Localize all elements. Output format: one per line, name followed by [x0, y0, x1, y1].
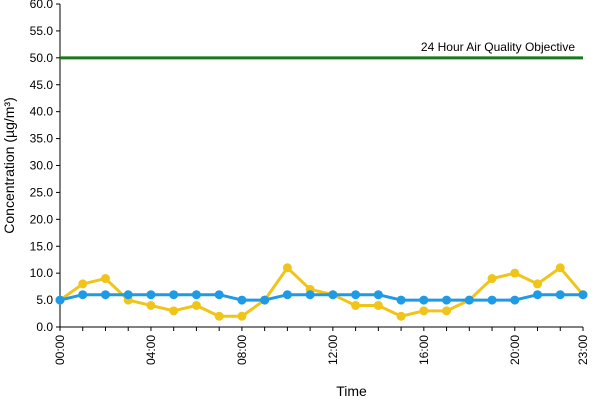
y-tick-label: 25.0: [30, 185, 54, 199]
data-point: [282, 290, 292, 300]
y-tick-label: 55.0: [30, 24, 54, 38]
data-point: [555, 263, 565, 273]
data-point: [100, 290, 110, 300]
data-point: [351, 300, 361, 310]
data-point: [487, 274, 497, 284]
data-point: [78, 290, 88, 300]
y-tick-label: 35.0: [30, 132, 54, 146]
data-point: [328, 290, 338, 300]
reference-line-label: 24 Hour Air Quality Objective: [421, 40, 575, 54]
x-tick-label: 04:00: [144, 335, 158, 365]
data-point: [396, 295, 406, 305]
series-line: [59, 293, 583, 302]
series-group: [55, 263, 588, 321]
data-point: [260, 295, 270, 305]
data-point: [237, 311, 247, 321]
y-tick-label: 45.0: [30, 78, 54, 92]
y-tick-label: 10.0: [30, 266, 54, 280]
series-1: [55, 263, 588, 321]
data-point: [305, 290, 315, 300]
data-point: [578, 290, 588, 300]
data-point: [373, 300, 383, 310]
data-point: [419, 295, 429, 305]
data-point: [555, 290, 565, 300]
y-axis: 0.0 5.0 10.0 15.0 20.0 25.0 30.0 35.0 40.0 45.0 50…: [30, 0, 61, 334]
data-point: [237, 295, 247, 305]
data-point: [396, 311, 406, 321]
data-point: [123, 290, 133, 300]
reference-line-group: 24 Hour Air Quality Objective: [60, 40, 583, 60]
data-point: [100, 274, 110, 284]
x-tick-label: 20:00: [508, 335, 522, 365]
y-tick-label: 60.0: [30, 0, 54, 11]
data-point: [487, 295, 497, 305]
data-point: [214, 290, 224, 300]
data-point: [510, 295, 520, 305]
series-line: [59, 266, 585, 318]
y-tick-label: 50.0: [30, 51, 54, 65]
x-tick-label: 00:00: [53, 335, 67, 365]
data-point: [533, 290, 543, 300]
data-point: [533, 279, 543, 289]
data-point: [191, 300, 201, 310]
data-point: [169, 290, 179, 300]
y-axis-title: Concentration (µg/m³): [1, 97, 17, 233]
data-point: [510, 268, 520, 278]
x-axis-title: Time: [336, 383, 367, 399]
x-tick-label: 23:00: [576, 335, 590, 365]
data-point: [373, 290, 383, 300]
y-tick-label: 5.0: [36, 293, 53, 307]
data-point: [464, 295, 474, 305]
data-point: [442, 306, 452, 316]
x-tick-label: 16:00: [417, 335, 431, 365]
x-tick-label: 08:00: [235, 335, 249, 365]
data-point: [214, 311, 224, 321]
data-point: [419, 306, 429, 316]
data-point: [169, 306, 179, 316]
y-tick-label: 40.0: [30, 105, 54, 119]
data-point: [282, 263, 292, 273]
y-tick-label: 0.0: [36, 320, 53, 334]
y-tick-label: 20.0: [30, 212, 54, 226]
data-point: [55, 295, 65, 305]
y-tick-label: 15.0: [30, 239, 54, 253]
data-point: [351, 290, 361, 300]
x-tick-label: 12:00: [326, 335, 340, 365]
data-point: [191, 290, 201, 300]
data-point: [146, 300, 156, 310]
y-tick-label: 30.0: [30, 159, 54, 173]
x-axis: 00:00 04:00 08:00 12:00 16:00 20:00 23:00: [53, 326, 590, 365]
data-point: [78, 279, 88, 289]
data-point: [146, 290, 156, 300]
series-2: [55, 290, 588, 305]
data-point: [442, 295, 452, 305]
